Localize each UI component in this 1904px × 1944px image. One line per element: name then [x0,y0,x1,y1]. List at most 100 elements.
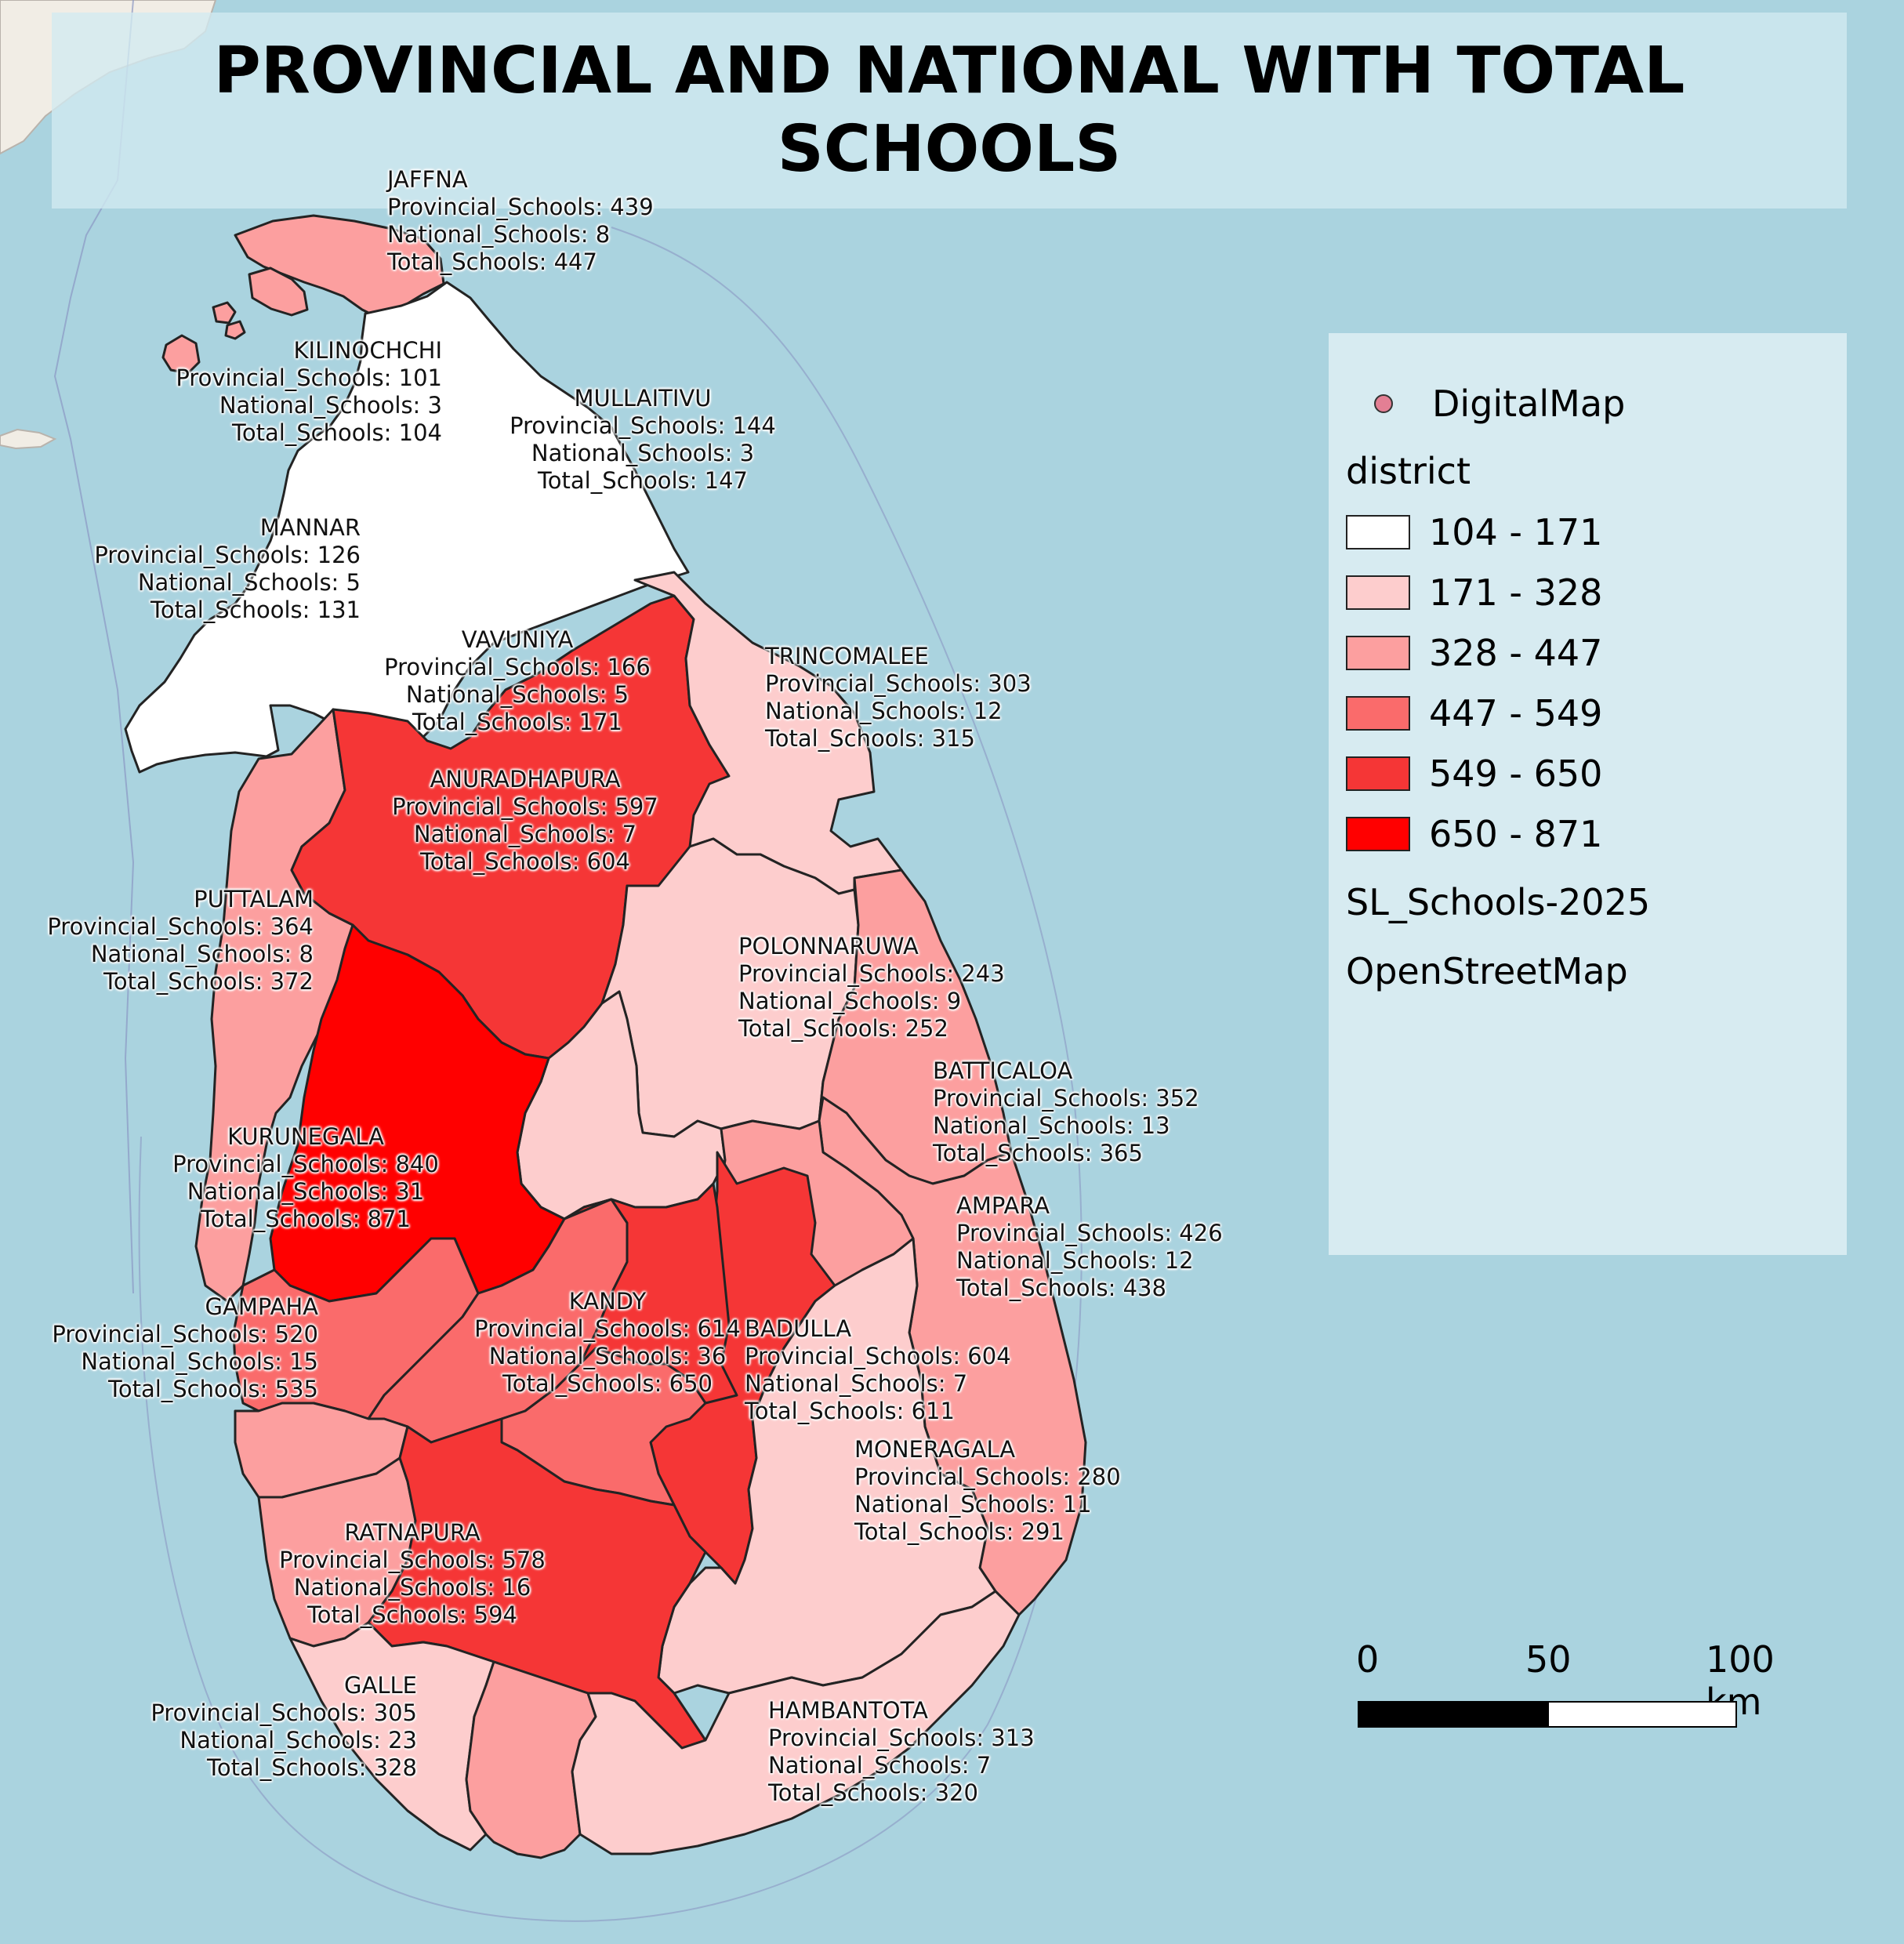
label-kilinochchi-provincial: Provincial_Schools: 101 [176,364,442,391]
label-anuradhapura-name: ANURADHAPURA [430,766,621,792]
label-badulla-name: BADULLA [745,1315,852,1342]
label-gampaha-name: GAMPAHA [205,1293,318,1320]
label-kurunegala-total: Total_Schools: 871 [201,1206,411,1232]
legend-swatch-1 [1346,515,1410,549]
legend-swatch-5 [1346,756,1410,791]
label-ratnapura-national: National_Schools: 16 [293,1574,531,1601]
legend-class-2-label: 171 - 328 [1429,571,1603,614]
label-moneragala-name: MONERAGALA [854,1436,1016,1463]
label-kandy-total: Total_Schools: 650 [502,1370,713,1397]
label-vavuniya-national: National_Schools: 5 [405,681,629,708]
label-batticaloa-name: BATTICALOA [933,1057,1073,1084]
legend-layer-osm-label: OpenStreetMap [1346,950,1628,992]
label-vavuniya: VAVUNIYA Provincial_Schools: 166 Nationa… [368,626,666,736]
district-hambantota[interactable] [571,1590,1021,1855]
label-gampaha-provincial: Provincial_Schools: 520 [52,1321,318,1347]
label-puttalam-national: National_Schools: 8 [90,941,314,967]
legend-class-2: 171 - 328 [1346,571,1602,615]
label-badulla-national: National_Schools: 7 [745,1370,968,1397]
label-jaffna-total: Total_Schools: 447 [387,248,597,275]
label-polonnaruwa-national: National_Schools: 9 [738,988,962,1014]
label-vavuniya-name: VAVUNIYA [461,626,574,653]
label-anuradhapura-national: National_Schools: 7 [413,821,637,847]
map-legend: DigitalMap district 104 - 171 171 - 328 … [1329,333,1847,1255]
label-vavuniya-provincial: Provincial_Schools: 166 [384,654,651,680]
label-galle-provincial: Provincial_Schools: 305 [151,1699,417,1726]
label-hambantota-provincial: Provincial_Schools: 313 [768,1725,1035,1751]
label-kilinochchi-national: National_Schools: 3 [219,392,442,419]
district-matara[interactable] [465,1660,597,1859]
label-batticaloa-total: Total_Schools: 365 [933,1140,1143,1166]
label-kandy-national: National_Schools: 36 [488,1343,727,1369]
label-ratnapura-name: RATNAPURA [344,1519,481,1546]
label-kandy-name: KANDY [568,1288,647,1315]
legend-class-5: 549 - 650 [1346,752,1602,796]
scale-bar-white-segment [1547,1701,1737,1728]
label-galle-total: Total_Schools: 328 [207,1754,417,1781]
label-kandy-provincial: Provincial_Schools: 614 [474,1315,741,1342]
eez-line [138,227,1083,1922]
label-hambantota-total: Total_Schools: 320 [768,1779,978,1806]
legend-class-3-label: 328 - 447 [1429,632,1603,674]
legend-class-1: 104 - 171 [1346,510,1602,554]
label-trincomalee-name: TRINCOMALEE [765,643,929,669]
label-jaffna-provincial: Provincial_Schools: 439 [387,194,654,220]
legend-layer-schools-label: SL_Schools-2025 [1346,881,1651,923]
legend-class-3: 328 - 447 [1346,631,1602,675]
label-batticaloa-national: National_Schools: 13 [933,1112,1170,1139]
label-batticaloa: BATTICALOA Provincial_Schools: 352 Natio… [933,1057,1199,1167]
label-galle-name: GALLE [344,1672,417,1699]
label-galle-national: National_Schools: 23 [180,1727,417,1754]
label-kurunegala: KURUNEGALA Provincial_Schools: 840 Natio… [157,1123,455,1233]
district-kandy[interactable] [563,1182,738,1405]
label-kilinochchi: KILINOCHCHI Provincial_Schools: 101 Nati… [168,337,442,447]
label-gampaha-national: National_Schools: 15 [81,1348,318,1375]
legend-swatch-6 [1346,817,1410,851]
label-mannar: MANNAR Provincial_Schools: 126 National_… [78,514,361,624]
label-moneragala: MONERAGALA Provincial_Schools: 280 Natio… [854,1436,1121,1546]
label-galle: GALLE Provincial_Schools: 305 National_S… [125,1672,417,1782]
label-puttalam-total: Total_Schools: 372 [103,968,314,995]
label-badulla-total: Total_Schools: 611 [745,1398,955,1424]
label-kilinochchi-total: Total_Schools: 104 [232,419,442,446]
district-north-block[interactable] [124,281,690,774]
label-trincomalee: TRINCOMALEE Provincial_Schools: 303 Nati… [765,643,1032,753]
district-polygons [124,214,1087,1859]
label-anuradhapura-provincial: Provincial_Schools: 597 [392,793,658,820]
label-polonnaruwa: POLONNARUWA Provincial_Schools: 243 Nati… [738,933,1005,1043]
label-jaffna-national: National_Schools: 8 [387,221,611,248]
label-mannar-provincial: Provincial_Schools: 126 [94,542,361,568]
label-hambantota: HAMBANTOTA Provincial_Schools: 313 Natio… [768,1697,1035,1807]
district-jaffna-islands[interactable] [248,267,309,317]
label-mullaitivu-total: Total_Schools: 147 [538,467,748,494]
legend-class-5-label: 549 - 650 [1429,753,1603,795]
label-gampaha: GAMPAHA Provincial_Schools: 520 National… [28,1293,318,1403]
label-ratnapura-total: Total_Schools: 594 [307,1601,517,1628]
legend-class-4-label: 447 - 549 [1429,692,1603,734]
district-jaffna-island-small2[interactable] [224,320,246,340]
legend-group-title: district [1346,449,1471,493]
district-jaffna-island-west[interactable] [161,334,201,375]
label-trincomalee-provincial: Provincial_Schools: 303 [765,670,1032,697]
label-ratnapura-provincial: Provincial_Schools: 578 [279,1547,546,1573]
label-mannar-national: National_Schools: 5 [137,569,361,596]
label-ratnapura: RATNAPURA Provincial_Schools: 578 Nation… [263,1519,561,1629]
label-ampara: AMPARA Provincial_Schools: 426 National_… [956,1192,1223,1302]
label-hambantota-name: HAMBANTOTA [768,1697,928,1724]
label-kandy: KANDY Provincial_Schools: 614 National_S… [459,1288,756,1398]
label-ampara-provincial: Provincial_Schools: 426 [956,1220,1223,1246]
district-jaffna-island-small[interactable] [212,301,237,325]
label-ampara-total: Total_Schools: 438 [956,1275,1166,1301]
label-anuradhapura: ANURADHAPURA Provincial_Schools: 597 Nat… [376,766,674,876]
label-mannar-total: Total_Schools: 131 [151,597,361,623]
label-batticaloa-provincial: Provincial_Schools: 352 [933,1085,1199,1112]
label-ampara-name: AMPARA [956,1192,1050,1219]
rameswaram-island [0,428,57,450]
label-ampara-national: National_Schools: 12 [956,1247,1194,1274]
label-badulla-provincial: Provincial_Schools: 604 [745,1343,1011,1369]
point-marker-icon [1374,394,1393,413]
scale-label-0: 0 [1356,1638,1380,1681]
label-jaffna: JAFFNA Provincial_Schools: 439 National_… [387,166,654,276]
legend-layer-osm: OpenStreetMap [1346,949,1628,993]
